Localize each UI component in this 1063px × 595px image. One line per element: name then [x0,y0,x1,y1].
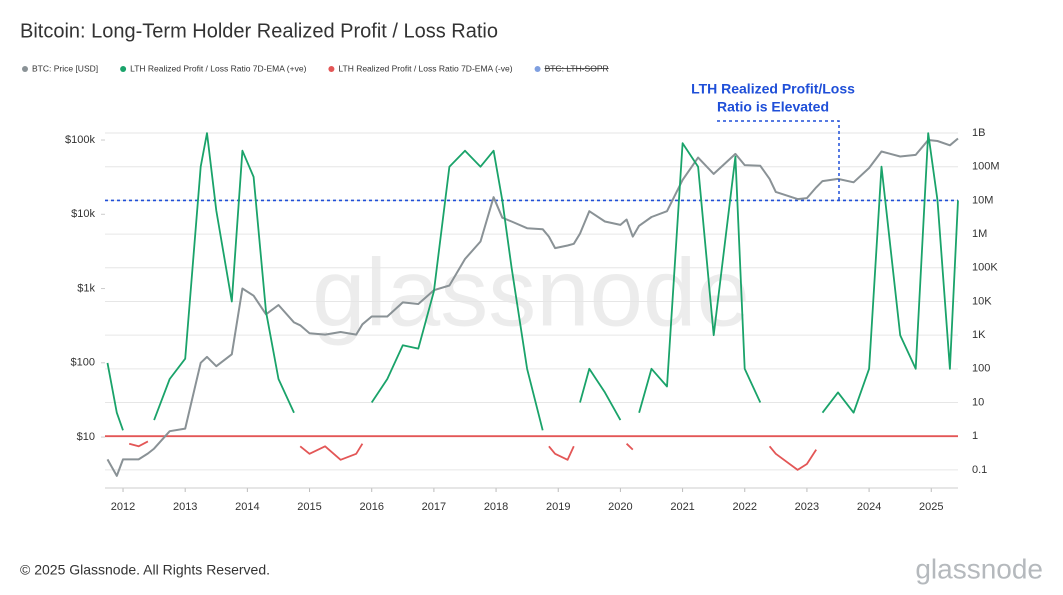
y2-tick-label: 1M [972,228,987,240]
x-tick-label: 2025 [919,501,943,513]
x-tick-label: 2021 [670,501,694,513]
x-tick-label: 2012 [111,501,135,513]
y2-tick-label: 10K [972,295,992,307]
x-tick-label: 2016 [359,501,383,513]
y-tick-label: $10k [71,208,95,220]
legend-label: BTC: LTH-SOPR [545,63,609,73]
annotation: Ratio is Elevated [717,99,829,115]
chart-title: Bitcoin: Long-Term Holder Realized Profi… [20,20,498,42]
legend-label: LTH Realized Profit / Loss Ratio 7D-EMA … [130,63,306,73]
y2-tick-label: 1K [972,329,986,341]
x-tick-label: 2018 [484,501,508,513]
annotation-bracket [717,120,840,201]
x-tick-label: 2014 [235,501,259,513]
legend-marker [534,66,541,72]
y2-tick-label: 1 [972,430,978,442]
legend-label: LTH Realized Profit / Loss Ratio 7D-EMA … [338,63,512,73]
y2-tick-label: 10 [972,396,984,408]
x-tick-label: 2023 [795,501,819,513]
y-tick-label: $100k [65,134,95,146]
watermark: glassnode [312,239,750,346]
legend-label: BTC: Price [USD] [32,63,98,73]
series-line [128,440,817,471]
x-tick-label: 2013 [173,501,197,513]
legend-marker [120,66,127,72]
legend-marker [328,66,335,72]
y2-tick-label: 100 [972,363,990,375]
y2-tick-label: 10M [972,194,993,206]
y2-tick-label: 100M [972,161,1000,173]
x-tick-label: 2019 [546,501,570,513]
y-tick-label: $1k [77,282,95,294]
x-tick-label: 2015 [297,501,321,513]
y-tick-label: $100 [71,357,95,369]
x-tick-label: 2020 [608,501,632,513]
x-tick-label: 2022 [733,501,757,513]
annotation: LTH Realized Profit/Loss [691,81,855,97]
y-tick-label: $10 [77,431,95,443]
series-line [106,132,959,431]
y2-tick-label: 0.1 [972,464,987,476]
y2-tick-label: 100K [972,262,998,274]
footer: © 2025 Glassnode. All Rights Reserved. [20,562,270,578]
legend-marker [22,66,28,72]
x-tick-label: 2017 [422,501,446,513]
y2-tick-label: 1B [972,127,985,139]
x-tick-label: 2024 [857,501,881,513]
logo: glassnode [915,553,1043,584]
series-line [106,137,959,477]
